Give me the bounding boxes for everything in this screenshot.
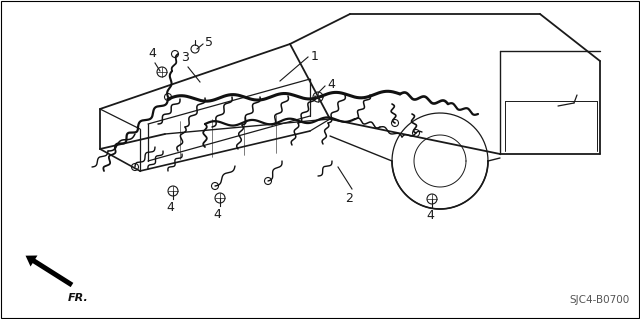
Text: 3: 3 [181,51,189,64]
Text: FR.: FR. [68,293,89,303]
Text: 4: 4 [148,47,156,60]
Text: 5: 5 [205,35,213,48]
Text: 1: 1 [311,49,319,63]
FancyArrow shape [26,256,74,287]
Text: SJC4-B0700: SJC4-B0700 [570,295,630,305]
Text: 2: 2 [345,192,353,205]
Text: 4: 4 [166,201,174,214]
Text: 4: 4 [426,209,434,222]
Text: 4: 4 [213,208,221,221]
Text: 4: 4 [327,78,335,91]
